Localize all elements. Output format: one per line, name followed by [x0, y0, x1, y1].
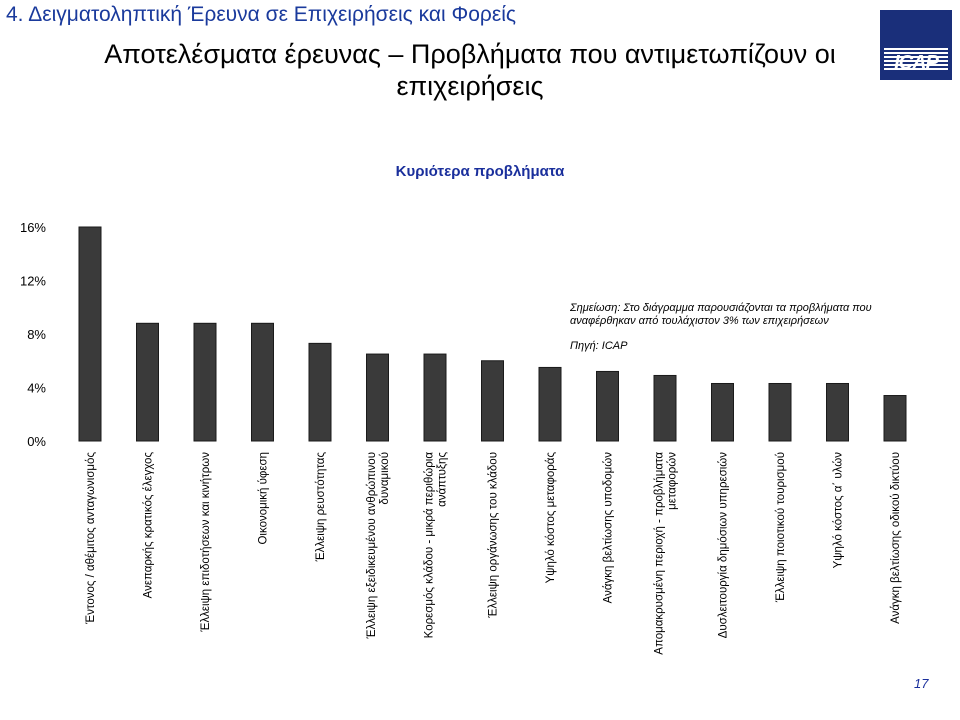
svg-text:Έλλειψη επιδοτήσεων και κινήτρ: Έλλειψη επιδοτήσεων και κινήτρων [200, 452, 212, 633]
bar [711, 382, 734, 442]
slide-title: Αποτελέσματα έρευνας – Προβλήματα που αν… [104, 39, 836, 101]
svg-text:Έντονος / αθέμιτος ανταγωνισμό: Έντονος / αθέμιτος ανταγωνισμός [85, 452, 97, 625]
x-tick-label: Κορεσμός κλάδου - μικρά περιθώριαανάπτυξ… [424, 452, 449, 639]
logo-stripes [884, 48, 948, 72]
x-tick-label: Δυσλειτουργία δημόσιων υπηρεσιών [718, 452, 730, 639]
chart-note: Σημείωση: Στο διάγραμμα παρουσιάζονται τ… [570, 302, 872, 327]
x-tick-label: Υψηλό κόστος μεταφοράς [545, 452, 557, 584]
bar [883, 395, 907, 442]
x-tick-label: Ανάγκη βελτίωσης υποδομών [603, 452, 615, 604]
x-tick-label: Ανεπαρκής κρατικός έλεγχος [143, 452, 155, 599]
svg-text:Κορεσμός κλάδου - μικρά περιθώ: Κορεσμός κλάδου - μικρά περιθώριαανάπτυξ… [424, 452, 449, 639]
x-tick-label: Έλλειψη οργάνωσης του κλάδου [488, 452, 500, 619]
section-heading: 4. Δειγματοληπτική Έρευνα σε Επιχειρήσει… [6, 3, 516, 26]
bar [596, 370, 619, 442]
svg-text:Απομακρυσμένη περιοχή - προβλή: Απομακρυσμένη περιοχή - προβλήματαμεταφο… [654, 452, 679, 655]
svg-text:Ανεπαρκής κρατικός έλεγχος: Ανεπαρκής κρατικός έλεγχος [143, 452, 155, 599]
x-tick-label: Έλλειψη ρευστότητας [315, 452, 327, 563]
bar [136, 322, 159, 442]
svg-text:Υψηλό κόστος μεταφοράς: Υψηλό κόστος μεταφοράς [545, 452, 557, 584]
y-tick-label: 12% [20, 274, 46, 289]
bar [653, 374, 677, 442]
bar [308, 342, 332, 442]
icap-logo: ICAP [880, 10, 952, 80]
x-tick-label: Οικονομική ύφεση [258, 452, 270, 545]
bar [193, 322, 217, 442]
chart-title: Κυριότερα προβλήματα [395, 163, 565, 180]
svg-text:Έλλειψη ρευστότητας: Έλλειψη ρευστότητας [315, 452, 327, 563]
y-tick-label: 16% [20, 220, 46, 235]
svg-text:Ανάγκη βελτίωσης οδικού δικτύο: Ανάγκη βελτίωσης οδικού δικτύου [890, 452, 902, 624]
svg-text:Έλλειψη οργάνωσης του κλάδου: Έλλειψη οργάνωσης του κλάδου [488, 452, 500, 619]
bar [78, 226, 102, 442]
x-tick-label: Υψηλό κόστος α΄ υλών [833, 452, 845, 569]
y-tick-label: 4% [27, 381, 46, 396]
x-tick-label: Έντονος / αθέμιτος ανταγωνισμός [85, 452, 97, 625]
y-tick-label: 8% [27, 327, 46, 342]
x-tick-label: Έλλειψη επιδοτήσεων και κινήτρων [200, 452, 212, 633]
bar [366, 353, 389, 442]
logo-text: ICAP [894, 52, 939, 74]
page-number: 17 [914, 676, 929, 691]
bar [481, 360, 504, 442]
svg-text:Ανάγκη βελτίωσης υποδομών: Ανάγκη βελτίωσης υποδομών [603, 452, 615, 604]
svg-text:Υψηλό κόστος α΄ υλών: Υψηλό κόστος α΄ υλών [833, 452, 845, 569]
bar [251, 322, 274, 442]
bar [538, 366, 562, 442]
svg-text:Έλλειψη ποιοτικού τουρισμού: Έλλειψη ποιοτικού τουρισμού [775, 452, 787, 603]
svg-text:Δυσλειτουργία δημόσιων υπηρεσι: Δυσλειτουργία δημόσιων υπηρεσιών [718, 452, 730, 639]
bar [826, 382, 849, 442]
x-tick-label: Ανάγκη βελτίωσης οδικού δικτύου [890, 452, 902, 624]
svg-text:Οικονομική ύφεση: Οικονομική ύφεση [258, 452, 270, 545]
x-tick-label: Έλλειψη εξειδικευμένου ανθρώπινουδυναμικ… [366, 452, 391, 640]
bar [423, 353, 447, 442]
y-tick-label: 0% [27, 434, 46, 449]
svg-text:Έλλειψη εξειδικευμένου ανθρώπι: Έλλειψη εξειδικευμένου ανθρώπινουδυναμικ… [366, 452, 391, 640]
x-tick-label: Έλλειψη ποιοτικού τουρισμού [775, 452, 787, 603]
x-tick-label: Απομακρυσμένη περιοχή - προβλήματαμεταφο… [654, 452, 679, 655]
bar [768, 382, 792, 442]
chart-source: Πηγή: ICAP [570, 340, 628, 352]
